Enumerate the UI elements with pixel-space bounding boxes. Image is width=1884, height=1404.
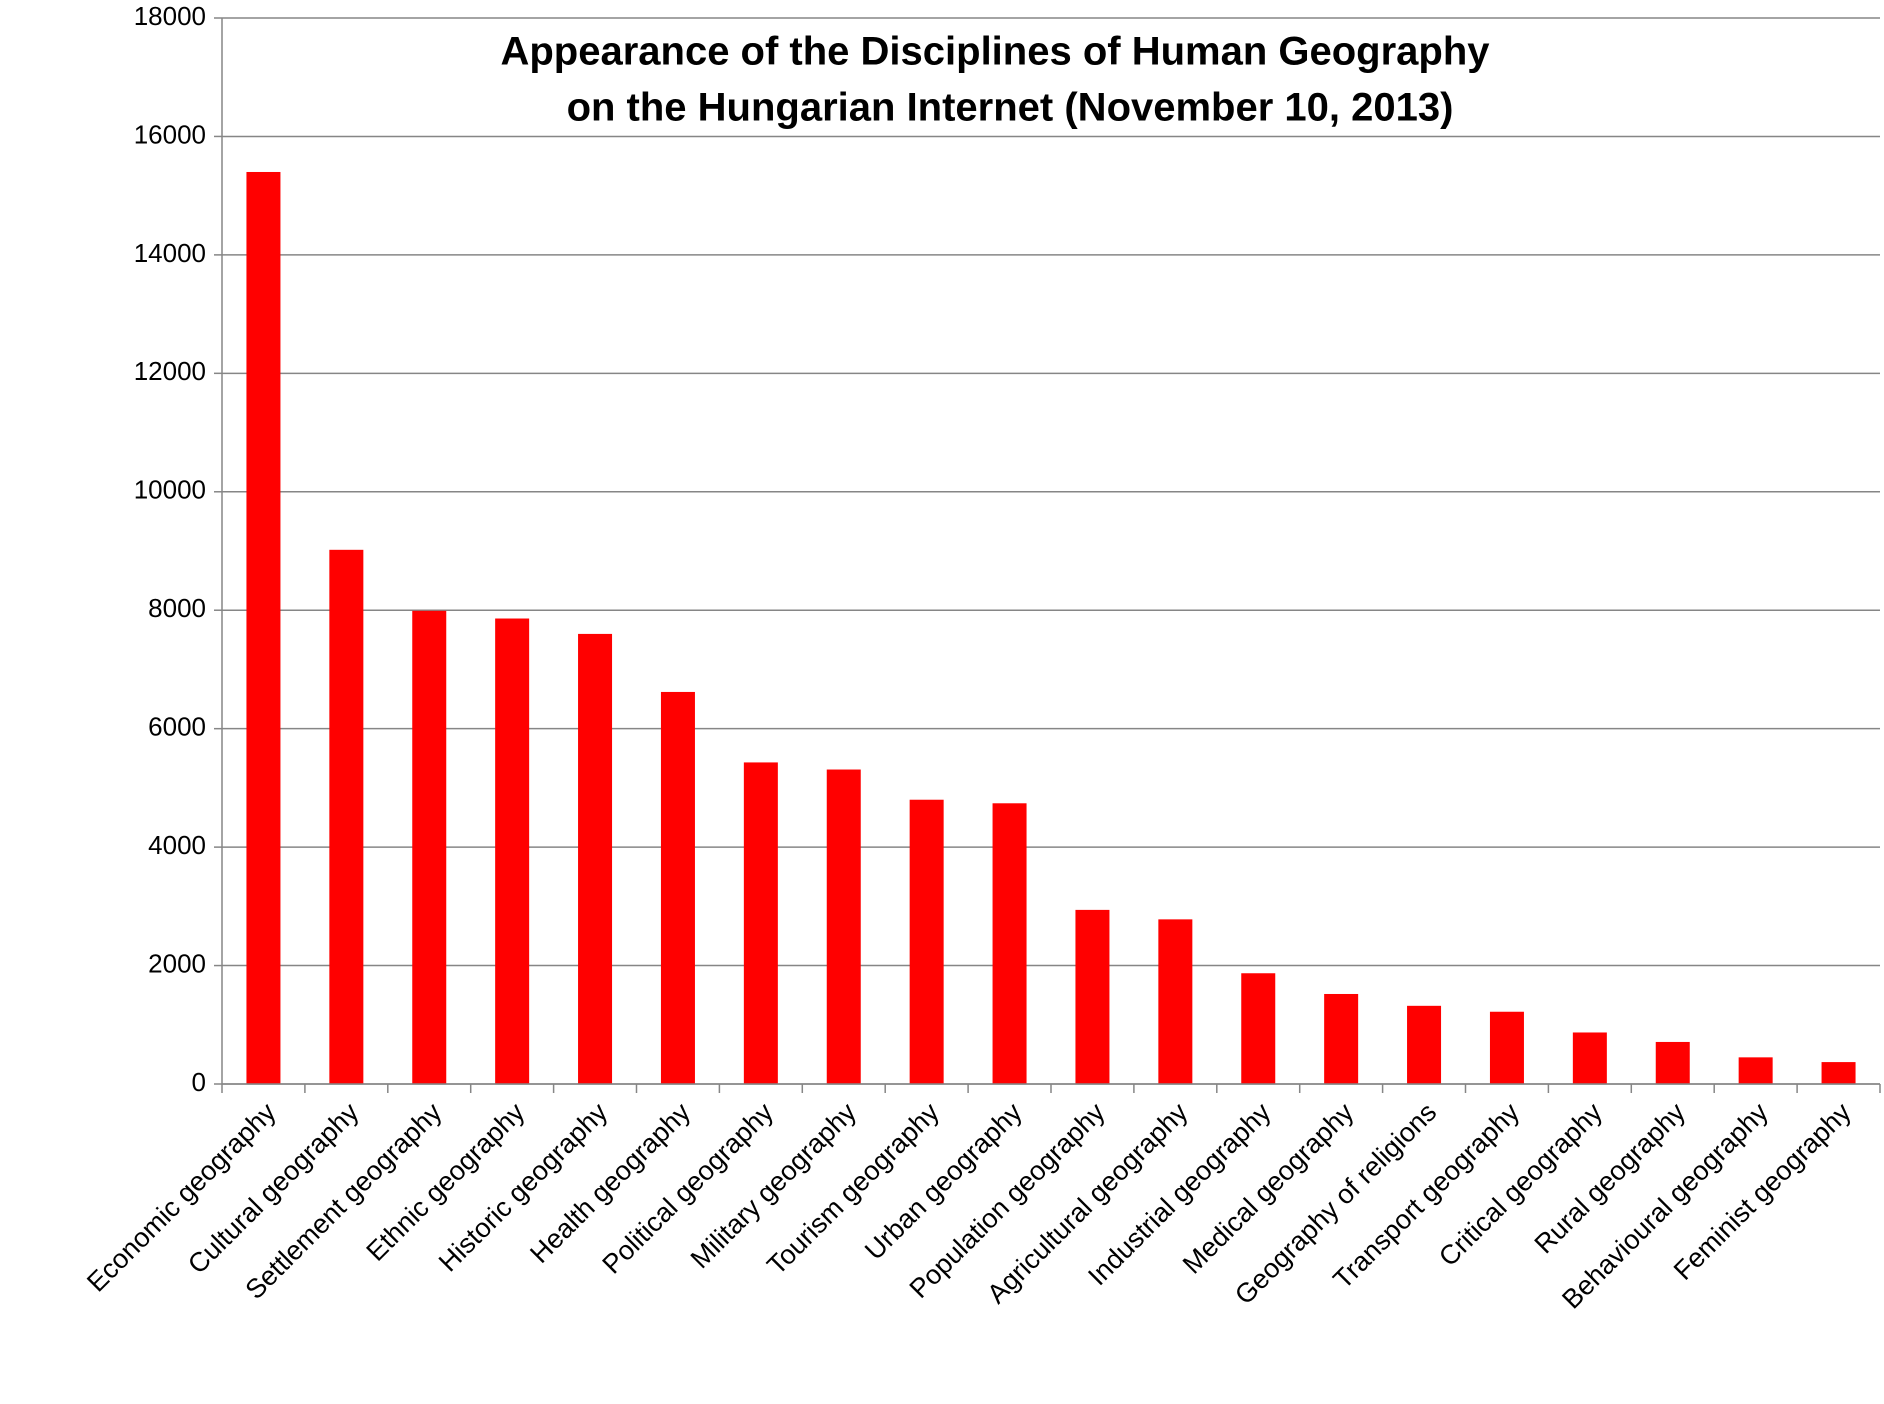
bar [246,171,281,1084]
y-tick-label: 4000 [148,830,206,860]
bar [1655,1041,1690,1084]
bar [1158,919,1193,1084]
y-tick-label: 8000 [148,593,206,623]
y-tick-label: 16000 [134,119,206,149]
y-tick-label: 6000 [148,712,206,742]
bar [992,803,1027,1084]
bar [1075,909,1110,1084]
bar [743,762,778,1084]
bar [1572,1032,1607,1084]
x-tick-label: Rural geography [1529,1097,1692,1260]
bar [578,633,613,1084]
chart-title: Appearance of the Disciplines of Human G… [500,30,1490,74]
bar [1738,1057,1773,1084]
y-tick-label: 14000 [134,238,206,268]
bar [1407,1005,1442,1084]
plot: 0 2000 4000 6000 8000 10000 12000 14000 16000 180… [81,1,1881,1315]
y-tick-label: 0 [192,1067,206,1097]
bar [329,549,364,1084]
bar [909,799,944,1084]
bar [495,618,530,1084]
bar [1489,1011,1524,1084]
x-tick-label: Urban geography [859,1097,1028,1266]
y-tick-label: 2000 [148,948,206,978]
bar [1324,993,1359,1084]
chart-title: on the Hungarian Internet (November 10, … [567,86,1454,130]
y-tick-label: 12000 [134,356,206,386]
bar [412,610,447,1084]
y-tick-label: 10000 [134,475,206,505]
bar [660,691,695,1084]
bar [1821,1062,1856,1084]
bar [826,769,861,1084]
bar [1241,973,1276,1084]
x-tick-label: Ethnic geography [361,1097,531,1267]
y-tick-label: 18000 [134,1,206,31]
